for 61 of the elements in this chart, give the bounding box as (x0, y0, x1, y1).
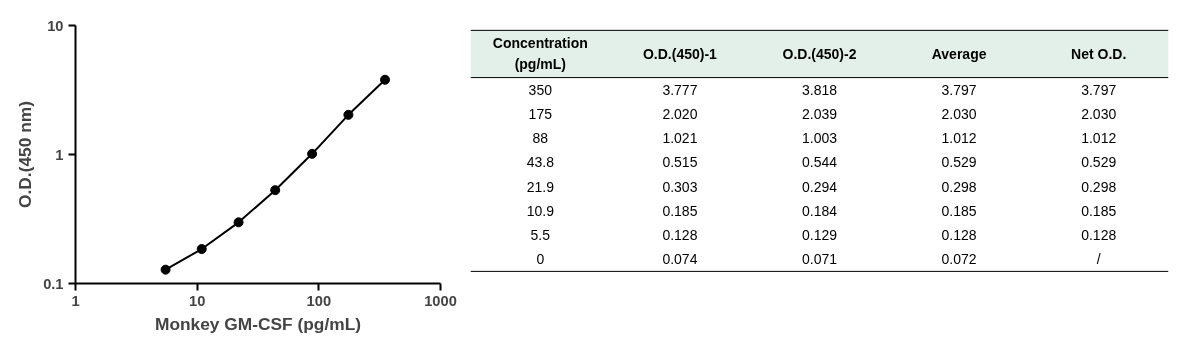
text: 2.030 (1081, 105, 1117, 122)
text: 3.797 (1081, 81, 1117, 98)
point (380, 74, 391, 85)
x-tick-label: 100 (306, 292, 332, 309)
y-tick-label: 1 (55, 146, 64, 163)
point (343, 109, 354, 120)
text: 88 (532, 130, 549, 147)
point (160, 264, 171, 275)
y-axis-title: O.D.(450 nm) (15, 101, 36, 208)
text: Net O.D. (1071, 45, 1127, 62)
text: 0.515 (662, 154, 698, 171)
text: 21.9 (526, 178, 555, 195)
text: 0.529 (1081, 154, 1117, 171)
text: 1.021 (662, 130, 698, 147)
y-tick-label: 10 (47, 17, 64, 34)
text: O.D.(450)-2 (782, 45, 857, 62)
text: 3.777 (662, 81, 698, 98)
text: 1.012 (941, 130, 977, 147)
text: 5.5 (530, 227, 551, 244)
text: 175 (528, 105, 553, 122)
text: 0.184 (801, 202, 838, 219)
text: 0.128 (662, 227, 698, 244)
x-axis-title: Monkey GM-CSF (pg/mL) (155, 313, 362, 334)
text: 0.071 (801, 251, 838, 268)
point (270, 185, 281, 196)
text: 1.003 (801, 130, 838, 147)
text: 1.012 (1081, 130, 1117, 147)
point (196, 244, 207, 255)
text: 2.030 (941, 105, 977, 122)
text: 3.818 (801, 81, 838, 98)
text: 2.039 (801, 105, 838, 122)
text: 0.074 (662, 251, 698, 268)
text: 0.129 (801, 227, 838, 244)
x-tick-label: 10 (189, 292, 206, 309)
text: 0.128 (1081, 227, 1117, 244)
text: 0.298 (941, 178, 977, 195)
y-tick-label: 0.1 (43, 275, 64, 292)
text: 10.9 (526, 202, 555, 219)
text: 0.072 (941, 251, 977, 268)
text: 350 (528, 81, 553, 98)
text: 0.544 (801, 154, 838, 171)
text: 0.529 (941, 154, 977, 171)
text: 0.303 (662, 178, 698, 195)
text: 3.797 (941, 81, 977, 98)
text: 0.128 (941, 227, 977, 244)
text: 2.020 (662, 105, 698, 122)
text: Average (931, 45, 987, 62)
text: 0.185 (941, 202, 977, 219)
text: 0.185 (1081, 202, 1117, 219)
text: 0.298 (1081, 178, 1117, 195)
text: 0.294 (801, 178, 838, 195)
point (233, 217, 244, 228)
text: 0 (536, 251, 545, 268)
text: / (1096, 251, 1101, 268)
x-tick-label: 1 (71, 292, 80, 309)
text: Concentration (pg/mL) (492, 35, 588, 73)
point (307, 148, 318, 159)
text: 43.8 (526, 154, 555, 171)
text: O.D.(450)-1 (642, 45, 718, 62)
text: 0.185 (662, 202, 698, 219)
x-tick-label: 1000 (424, 292, 457, 309)
